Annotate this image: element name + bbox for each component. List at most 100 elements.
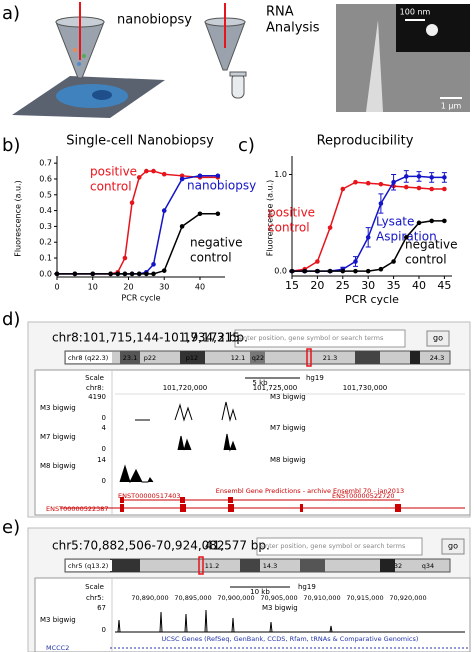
data-point — [115, 271, 121, 277]
data-point — [144, 168, 149, 174]
series-label: control — [405, 253, 447, 267]
label: Scale — [85, 583, 104, 591]
data-point — [365, 180, 371, 186]
x-tick-label: 20 — [310, 279, 324, 292]
data-point — [340, 186, 346, 192]
y-tick-label: 0.5 — [39, 190, 52, 199]
data-point — [215, 211, 221, 217]
label: 21.3 — [323, 354, 337, 362]
label: ENST00000522387 — [46, 505, 109, 513]
chart-title: Reproducibility — [317, 134, 414, 149]
data-point — [340, 268, 346, 274]
data-point — [365, 268, 371, 274]
label: 12.1 — [231, 354, 245, 362]
data-point — [429, 175, 434, 180]
label: 10 kb — [250, 588, 270, 596]
label: chr8:101,715,144-101,734,315 — [52, 331, 240, 345]
label: 24.3 — [430, 354, 444, 362]
label: 19,172 bp. — [183, 331, 248, 345]
label: M3 bigwig — [40, 616, 76, 624]
y-tick-label: 0.0 — [274, 267, 287, 276]
label: 4190 — [88, 393, 106, 401]
label: 70,905,000 — [260, 594, 297, 602]
series-label: control — [90, 180, 132, 194]
series-label: Lysate — [376, 215, 414, 229]
label: 5 kb — [252, 379, 268, 387]
panel-label: d) — [2, 309, 20, 330]
data-point — [151, 271, 156, 277]
series-label: negative — [405, 238, 457, 252]
data-point — [161, 171, 167, 177]
data-point — [442, 186, 447, 192]
data-point — [442, 175, 447, 180]
label: hg19 — [298, 583, 316, 591]
label: 4 — [102, 424, 107, 432]
series-line — [57, 213, 218, 275]
label: M8 bigwig — [270, 456, 306, 464]
data-point — [289, 268, 295, 274]
data-point — [108, 271, 113, 277]
label: 70,895,000 — [174, 594, 211, 602]
y-tick-label: 0.0 — [39, 269, 52, 278]
panel-label: b) — [2, 135, 20, 156]
label: MCCC2 — [46, 644, 69, 652]
data-point — [416, 174, 422, 179]
data-point — [315, 268, 320, 274]
x-tick-label: 30 — [361, 279, 375, 292]
x-tick-label: 15 — [285, 279, 299, 292]
label: enter position, gene symbol or search te… — [261, 542, 406, 550]
label: 0 — [102, 445, 106, 453]
chromosome-label-bg — [66, 352, 112, 363]
label: q22 — [252, 354, 264, 362]
label: UCSC Genes (RefSeq, GenBank, CCDS, Rfam,… — [162, 635, 419, 643]
label: hg19 — [306, 374, 324, 382]
data-point — [144, 271, 149, 277]
data-point — [54, 271, 60, 277]
x-axis-label: PCR cycle — [345, 293, 399, 306]
illustration — [12, 2, 470, 118]
label: 1 µm — [441, 102, 462, 111]
label: Ensembl Gene Predictions - archive Ensem… — [216, 487, 404, 495]
label: M7 bigwig — [40, 433, 76, 441]
browser-frame — [27, 321, 471, 652]
panel-label: c) — [238, 135, 255, 156]
data-point — [161, 208, 167, 213]
label: 0 — [102, 626, 106, 634]
series-label: control — [190, 251, 232, 265]
label: chr5:70,882,506-70,924,082 — [52, 539, 225, 553]
button-label[interactable]: go — [448, 542, 458, 551]
label: q34 — [422, 562, 434, 570]
label: 14.3 — [263, 562, 277, 570]
x-axis-label: PCR cycle — [121, 294, 160, 303]
x-tick-label: 20 — [123, 283, 133, 292]
data-point — [327, 225, 333, 230]
data-point — [391, 259, 396, 264]
label: nanobiopsy — [117, 13, 192, 28]
data-point — [327, 268, 333, 274]
y-tick-label: 0.1 — [39, 254, 52, 263]
label: M7 bigwig — [270, 424, 306, 432]
label: 100 nm — [400, 8, 431, 17]
button-label[interactable]: go — [433, 334, 443, 343]
label: 70,900,000 — [217, 594, 254, 602]
data-point — [353, 259, 358, 264]
label: 67 — [97, 604, 106, 612]
y-axis-label: Fluorescence (a.u.) — [14, 180, 23, 257]
data-point — [416, 220, 422, 226]
label: 70,915,000 — [346, 594, 383, 602]
series-label: nanobiopsy — [187, 179, 256, 193]
label: 0 — [102, 477, 106, 485]
label: Analysis — [266, 21, 320, 36]
x-tick-label: 40 — [412, 279, 426, 292]
series-label: negative — [190, 236, 242, 250]
label: p12 — [186, 354, 198, 362]
x-tick-label: 10 — [88, 283, 98, 292]
data-point — [129, 271, 135, 277]
data-point — [353, 268, 358, 274]
data-point — [429, 186, 434, 192]
y-tick-label: 0.4 — [39, 206, 52, 215]
series-label: control — [268, 221, 310, 235]
y-tick-label: 0.3 — [39, 222, 52, 231]
label: 70,920,000 — [389, 594, 426, 602]
label: 32 — [394, 562, 402, 570]
